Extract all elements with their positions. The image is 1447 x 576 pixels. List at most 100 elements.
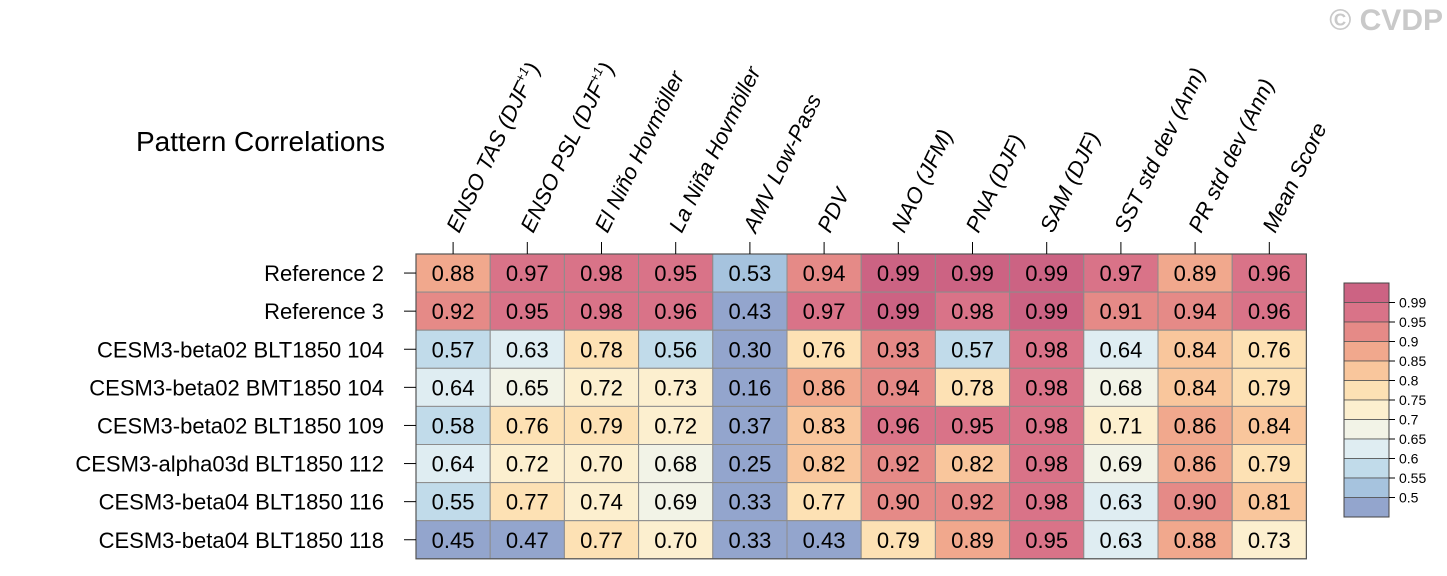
cell-value-label: 0.68 [654, 452, 697, 477]
colorbar-band [1343, 282, 1390, 303]
cell-value-label: 0.64 [432, 452, 475, 477]
cell-value-label: 0.97 [1099, 261, 1142, 286]
colorbar-band [1343, 399, 1390, 420]
cell-value-label: 0.94 [1174, 299, 1217, 324]
cell-value-label: 0.68 [1099, 375, 1142, 400]
colorbar-band [1343, 302, 1390, 323]
cell-value-label: 0.86 [1174, 413, 1217, 438]
heatmap-cell [712, 291, 788, 331]
heatmap-cell [786, 405, 862, 445]
cell-value-label: 0.89 [951, 528, 994, 553]
heatmap-cell [1231, 482, 1307, 522]
cell-value-label: 0.70 [580, 452, 623, 477]
colorbar-tick-label: 0.8 [1399, 373, 1419, 389]
row-label: CESM3-beta04 BLT1850 116 [99, 490, 384, 515]
cell-value-label: 0.63 [1099, 490, 1142, 515]
colorbar-tick-label: 0.9 [1399, 334, 1419, 350]
heatmap-cell [712, 253, 788, 293]
heatmap-cell [1083, 253, 1159, 293]
cell-value-label: 0.55 [432, 490, 475, 515]
heatmap-cell [563, 444, 640, 484]
cell-value-label: 0.45 [432, 528, 475, 553]
cell-value-label: 0.98 [580, 299, 623, 324]
cell-value-label: 0.98 [1025, 413, 1068, 438]
row-label: CESM3-alpha03d BLT1850 112 [75, 452, 384, 477]
heatmap-cell [934, 444, 1011, 484]
cell-value-label: 0.96 [1248, 299, 1291, 324]
colorbar-tick-label: 0.6 [1399, 451, 1419, 467]
row-label: CESM3-beta02 BMT1850 104 [89, 375, 384, 400]
cell-value-label: 0.94 [877, 375, 920, 400]
cell-value-label: 0.71 [1099, 413, 1142, 438]
cell-value-label: 0.72 [506, 452, 549, 477]
cell-value-label: 0.33 [728, 528, 771, 553]
colorbar-tick-label: 0.7 [1399, 412, 1419, 428]
heatmap-cell [860, 329, 936, 369]
cell-value-label: 0.82 [951, 452, 994, 477]
cell-value-label: 0.83 [803, 413, 846, 438]
colorbar-tick-label: 0.99 [1399, 295, 1426, 311]
colorbar-band [1343, 477, 1390, 498]
heatmap-cell [1009, 405, 1085, 445]
heatmap-cell [1231, 444, 1307, 484]
cell-value-label: 0.78 [580, 337, 623, 362]
heatmap-cell [1231, 329, 1307, 369]
cell-value-label: 0.74 [580, 490, 623, 515]
heatmap-cell [786, 253, 862, 293]
colorbar-tick-label: 0.5 [1399, 490, 1419, 506]
cell-value-label: 0.86 [803, 375, 846, 400]
cell-value-label: 0.70 [654, 528, 697, 553]
cell-value-label: 0.91 [1099, 299, 1142, 324]
heatmap-cell [786, 329, 862, 369]
cell-value-label: 0.77 [580, 528, 623, 553]
cell-value-label: 0.84 [1174, 337, 1217, 362]
cell-value-label: 0.53 [728, 261, 771, 286]
colorbar-tick-label: 0.75 [1399, 392, 1426, 408]
cell-value-label: 0.79 [877, 528, 920, 553]
cell-value-label: 0.92 [432, 299, 475, 324]
colorbar-tick-label: 0.95 [1399, 314, 1426, 330]
heatmap-cell [712, 367, 788, 407]
heatmap-cell [1157, 253, 1233, 293]
cell-value-label: 0.43 [728, 299, 771, 324]
row-label: CESM3-beta02 BLT1850 109 [97, 413, 384, 438]
cell-value-label: 0.69 [654, 490, 697, 515]
heatmap-cell [638, 520, 714, 560]
heatmap-cell [1083, 405, 1159, 445]
cell-value-label: 0.98 [1025, 490, 1068, 515]
colorbar-band [1343, 497, 1390, 518]
cell-value-label: 0.79 [580, 413, 623, 438]
cell-value-label: 0.89 [1174, 261, 1217, 286]
cell-value-label: 0.86 [1174, 452, 1217, 477]
colorbar-band [1343, 438, 1390, 459]
heatmap-cell [1157, 291, 1233, 331]
cell-value-label: 0.99 [1025, 261, 1068, 286]
cell-value-label: 0.76 [803, 337, 846, 362]
heatmap-cell [934, 253, 1011, 293]
cell-value-label: 0.77 [506, 490, 549, 515]
cell-value-label: 0.95 [1025, 528, 1068, 553]
heatmap-cell [1231, 291, 1307, 331]
cell-value-label: 0.97 [803, 299, 846, 324]
chart-title: Pattern Correlations [136, 126, 386, 157]
cell-value-label: 0.77 [803, 490, 846, 515]
heatmap-cell [1157, 444, 1233, 484]
heatmap-cell [1009, 329, 1085, 369]
column-label: Mean Score [1257, 119, 1331, 237]
cell-value-label: 0.65 [506, 375, 549, 400]
cell-value-label: 0.64 [1099, 337, 1142, 362]
cell-value-label: 0.88 [432, 261, 475, 286]
heatmap-cell [489, 329, 565, 369]
cell-value-label: 0.79 [1248, 375, 1291, 400]
heatmap-cell [489, 367, 565, 407]
cell-value-label: 0.37 [728, 413, 771, 438]
heatmap-cell [860, 253, 936, 293]
colorbar-tick-label: 0.85 [1399, 353, 1426, 369]
heatmap-cell [1009, 520, 1085, 560]
colorbar-tick-label: 0.55 [1399, 470, 1426, 486]
cell-value-label: 0.97 [506, 261, 549, 286]
cell-value-label: 0.92 [951, 490, 994, 515]
cell-value-label: 0.64 [432, 375, 475, 400]
watermark: © CVDP [1329, 4, 1443, 37]
cell-value-label: 0.73 [654, 375, 697, 400]
